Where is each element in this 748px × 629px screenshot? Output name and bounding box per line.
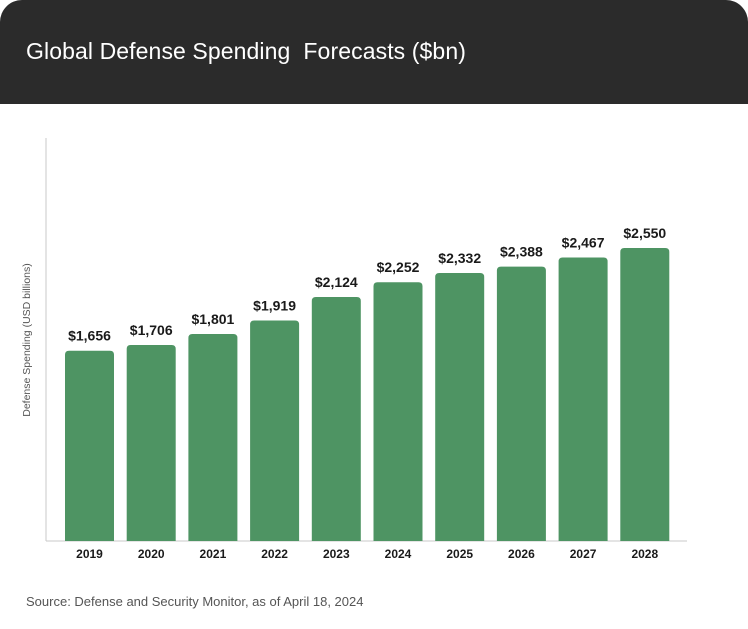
- x-tick-label-2024: 2024: [385, 547, 412, 561]
- data-label-2026: $2,388: [500, 244, 543, 260]
- bar-2022: [250, 320, 300, 541]
- bar-2020: [126, 344, 176, 541]
- data-label-2022: $1,919: [253, 298, 296, 314]
- x-tick-label-2019: 2019: [76, 547, 103, 561]
- data-label-2027: $2,467: [562, 235, 605, 251]
- y-axis-label: Defense Spending (USD billions): [21, 263, 33, 417]
- chart-title: Global Defense Spending Forecasts ($bn): [26, 38, 466, 64]
- data-label-2025: $2,332: [438, 250, 481, 266]
- x-tick-label-2021: 2021: [200, 547, 227, 561]
- x-tick-label-2028: 2028: [631, 547, 658, 561]
- bars-group: [65, 248, 670, 541]
- bar-2026: [496, 266, 546, 541]
- bar-2025: [435, 273, 485, 541]
- data-label-2024: $2,252: [377, 259, 420, 275]
- bar-2023: [311, 296, 361, 541]
- x-tick-label-2023: 2023: [323, 547, 350, 561]
- x-tick-label-2022: 2022: [261, 547, 288, 561]
- x-tick-labels-group: 2019 2020 2021 2022 2023 2024 2025 2026 2027 2028: [76, 547, 658, 561]
- data-labels-group: $1,656 $1,706 $1,801 $1,919 $2,124 $2,252 $2,3…: [68, 225, 666, 344]
- data-label-2020: $1,706: [130, 322, 173, 338]
- x-tick-label-2026: 2026: [508, 547, 535, 561]
- data-label-2028: $2,550: [623, 225, 666, 241]
- data-label-2019: $1,656: [68, 328, 111, 344]
- x-tick-label-2025: 2025: [446, 547, 473, 561]
- data-label-2021: $1,801: [191, 311, 234, 327]
- source-note: Source: Defense and Security Monitor, as…: [26, 594, 364, 609]
- x-tick-label-2020: 2020: [138, 547, 165, 561]
- data-label-2023: $2,124: [315, 274, 358, 290]
- bar-2024: [373, 282, 423, 541]
- bar-2027: [558, 257, 608, 541]
- bar-2019: [65, 350, 114, 541]
- title-bar: Global Defense Spending Forecasts ($bn): [0, 0, 748, 104]
- x-tick-label-2027: 2027: [570, 547, 597, 561]
- bar-2028: [620, 248, 670, 541]
- bar-2021: [188, 334, 238, 541]
